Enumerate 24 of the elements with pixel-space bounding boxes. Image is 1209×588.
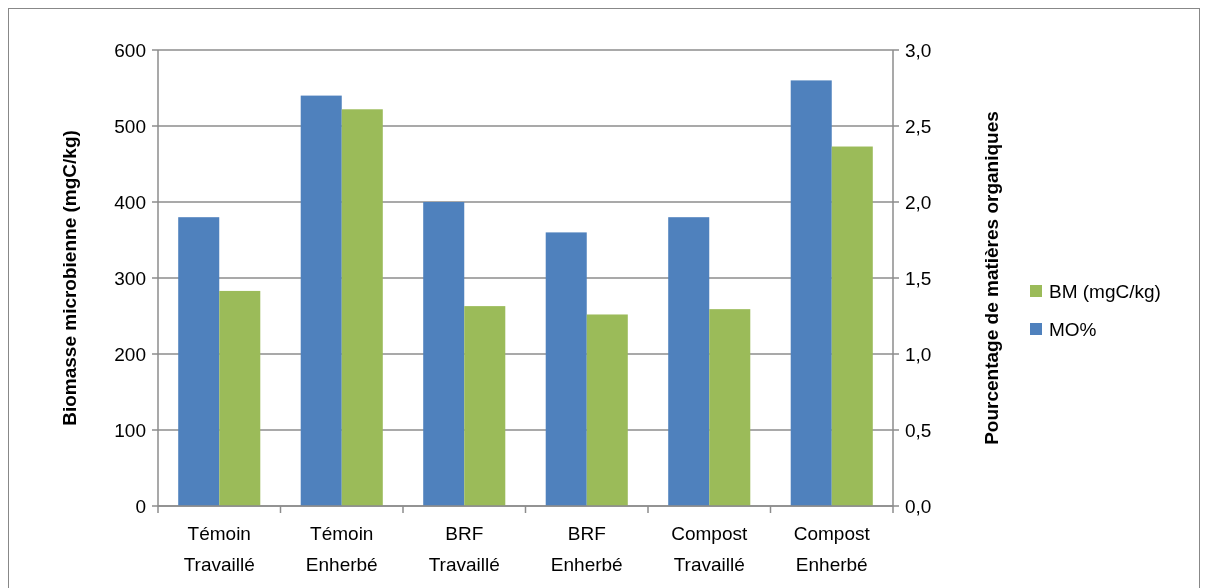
y-tick-label: 600 (114, 39, 146, 61)
legend-label: BM (mgC/kg) (1049, 280, 1161, 302)
x-tick-label: Témoin Enherbé (305, 523, 378, 575)
y2-tick-label: 0,5 (905, 419, 932, 441)
y2-tick-label: 3,0 (905, 39, 932, 61)
y-tick-label: 200 (114, 343, 146, 365)
y2-tick-label: 1,0 (905, 343, 932, 365)
y2-tick-label: 2,5 (905, 115, 932, 137)
x-tick-label: BRF Enherbé (550, 523, 623, 575)
y2-tick-label: 1,5 (905, 267, 932, 289)
x-tick-label: BRF Travaillé (428, 523, 500, 575)
y-tick-label: 400 (114, 191, 146, 213)
legend-label: MO% (1049, 318, 1097, 340)
y-tick-label: 0 (135, 495, 146, 517)
x-tick-label: Compost Travaillé (671, 523, 748, 575)
x-tick-label: Compost Enherbé (793, 523, 871, 575)
y-tick-label: 100 (114, 419, 146, 441)
y-axis-title: Biomasse microbienne (mgC/kg) (59, 130, 80, 426)
y-tick-label: 300 (114, 267, 146, 289)
y-tick-label: 500 (114, 115, 146, 137)
y2-tick-label: 2,0 (905, 191, 932, 213)
y2-tick-label: 0,0 (905, 495, 932, 517)
x-tick-label: Témoin Travaillé (183, 523, 255, 575)
y2-axis-title: Pourcentage de matières organiques (981, 111, 1002, 445)
